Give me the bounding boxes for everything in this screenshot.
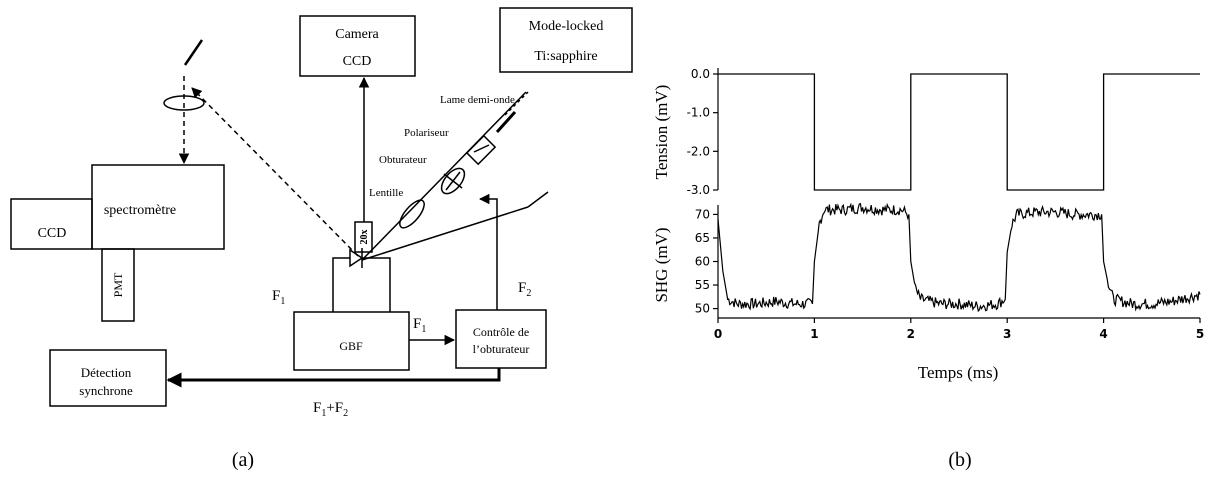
polariseur-element <box>465 134 497 166</box>
sum-label: F1+F2 <box>313 400 348 419</box>
shg-ytick-label: 65 <box>695 231 710 245</box>
xtick-label: 0 <box>714 327 722 341</box>
panel-b-label: (b) <box>948 449 971 471</box>
controle-label-2: l’obturateur <box>473 342 530 356</box>
f1-label-mid: F1 <box>413 316 426 335</box>
shg-ytick-label: 70 <box>695 207 710 221</box>
feedback-line <box>166 368 501 388</box>
shg-ytick-label: 60 <box>695 255 710 269</box>
shg-series-line <box>717 202 1201 313</box>
spectrometre-label: spectromètre <box>104 203 176 218</box>
shg-ytick-label: 50 <box>695 302 710 316</box>
shg-ytick-label: 55 <box>695 278 710 292</box>
obturateur-label: Obturateur <box>379 154 427 166</box>
lame-demi-onde-plate <box>495 110 517 134</box>
gbf-label: GBF <box>339 339 363 353</box>
tension-ylabel: Tension (mV) <box>652 85 671 180</box>
laser-label-1: Mode-locked <box>529 19 604 34</box>
laser-label-2: Ti:sapphire <box>534 49 597 64</box>
f1-label-left: F1 <box>272 288 285 307</box>
f2-label: F2 <box>518 280 531 299</box>
laser-beam-upper <box>527 191 549 208</box>
xtick-label: 4 <box>1099 327 1107 341</box>
pmt-box <box>101 248 135 322</box>
camera-label-1: Camera <box>335 27 379 42</box>
controle-box <box>455 309 547 369</box>
xlabel: Temps (ms) <box>918 363 999 382</box>
xtick-label: 5 <box>1196 327 1204 341</box>
obturateur-x2 <box>445 171 461 191</box>
shg-ylabel: SHG (mV) <box>652 227 671 302</box>
ccd-side-box <box>10 198 93 250</box>
panel-a-labels: Camera CCD Mode-locked Ti:sapphire spect… <box>38 19 604 471</box>
xtick-label: 3 <box>1003 327 1011 341</box>
controle-label-1: Contrôle de <box>473 325 529 339</box>
tension-plot <box>718 73 1200 191</box>
laser-beam <box>361 206 529 261</box>
ccd-label: CCD <box>38 226 67 241</box>
lentille-label: Lentille <box>369 187 403 199</box>
detection-label-2: synchrone <box>79 383 133 398</box>
tick-labels: 0.0 -1.0 -2.0 -3.0 70 65 60 55 50 0 1 2 3 4 5 <box>687 67 1205 341</box>
objective-label: 20x <box>359 230 370 245</box>
lame-label: Lame demi-onde <box>440 94 515 106</box>
xtick-label: 2 <box>907 327 915 341</box>
camera-ccd-box <box>299 15 416 77</box>
xtick-label: 1 <box>810 327 818 341</box>
tension-axes <box>713 68 719 191</box>
sample-mount-right <box>362 257 391 312</box>
laser-beam-main <box>361 91 527 261</box>
tension-ytick-label: -1.0 <box>687 106 710 120</box>
mirror <box>183 39 204 66</box>
lentille-element <box>399 199 425 229</box>
dashed-beam-mirror <box>191 87 359 257</box>
tension-ytick-label: 0.0 <box>691 67 710 81</box>
tension-ytick-label: -2.0 <box>687 144 710 158</box>
shutter-control-line <box>478 193 498 310</box>
panel-a-diagram <box>10 7 633 407</box>
sample-mount <box>332 257 350 312</box>
gbf-box <box>293 311 410 371</box>
tension-ytick-label: -3.0 <box>687 183 710 197</box>
pmt-label: PMT <box>111 272 125 297</box>
detection-label-1: Détection <box>81 365 132 380</box>
panel-a-label: (a) <box>232 449 254 471</box>
camera-label-2: CCD <box>343 54 372 69</box>
shg-plot <box>717 202 1201 313</box>
tension-series-line <box>718 73 1200 191</box>
detection-box <box>49 349 167 407</box>
polariseur-diag <box>473 144 490 153</box>
polariseur-label: Polariseur <box>404 127 449 139</box>
panel-b-chart: 0.0 -1.0 -2.0 -3.0 70 65 60 55 50 0 1 2 3 4 5 Tension … <box>652 67 1204 471</box>
laser-box <box>499 7 633 73</box>
